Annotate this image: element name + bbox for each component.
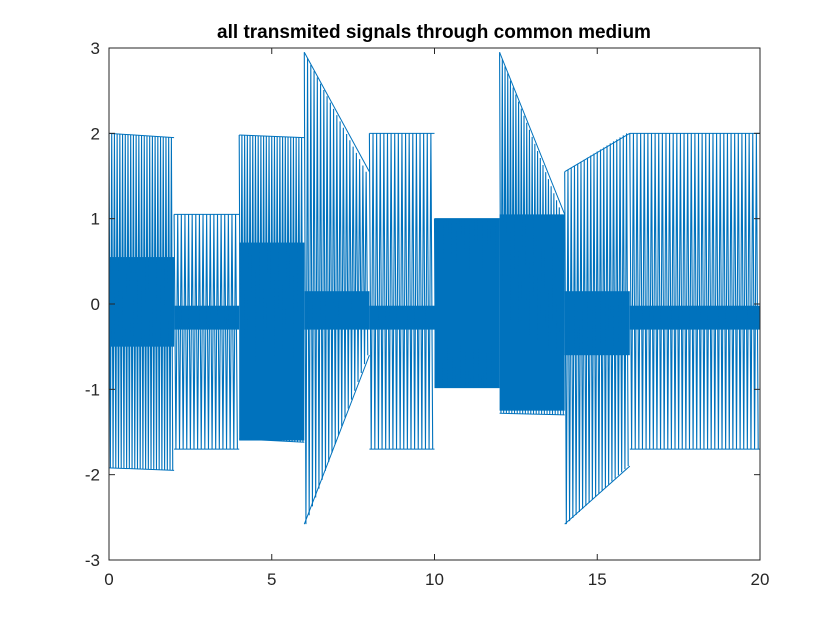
y-tick-label: 1 [91,210,100,229]
x-tick-label: 10 [425,570,444,589]
signal-segment [433,218,500,389]
signal-line [499,52,564,415]
x-tick-label: 0 [104,570,113,589]
y-tick-label: -1 [85,380,100,399]
chart-title: all transmited signals through common me… [217,22,651,43]
plot-area [108,52,760,525]
signal-trough-envelope [108,467,175,471]
signal-peak-envelope [239,134,305,139]
signal-line [564,133,629,525]
x-tick-label: 5 [267,570,276,589]
signal-core-band [629,305,760,330]
signal-core-band [174,305,240,330]
signal-peak-envelope [564,132,631,173]
signal-line [238,135,304,443]
y-tick-label: 3 [91,39,100,58]
signal-core-band [369,305,435,330]
signal-line [108,133,174,471]
signal-peak-envelope [499,52,566,215]
signal-segment [368,132,435,450]
y-tick-label: 2 [91,124,100,143]
signal-line [368,133,434,450]
signal-core-band [109,257,175,347]
signal-trough-envelope [564,465,631,525]
y-tick-label: -3 [85,551,100,570]
signal-core-band [564,291,630,356]
signal-segment [499,52,566,416]
signal-line [433,218,500,388]
x-tick-label: 15 [588,570,607,589]
y-tick-label: -2 [85,466,100,485]
y-tick-label: 0 [91,295,100,314]
signal-segment [303,52,370,525]
signal-segment [238,134,305,443]
signal-segment [629,132,760,450]
signal-segment [564,132,631,525]
signal-segment [108,132,175,471]
signal-peak-envelope [108,132,175,139]
signal-peak-envelope [303,52,370,172]
signal-trough-envelope [499,412,565,416]
signal-line [303,52,369,525]
signal-trough-envelope [303,355,370,525]
signal-line [173,214,238,450]
signal-core-band [304,291,370,330]
x-tick-label: 20 [751,570,770,589]
signal-segment [173,213,240,450]
signal-trough-envelope [239,438,305,443]
signal-line [629,133,759,450]
signal-core-band [239,242,305,441]
